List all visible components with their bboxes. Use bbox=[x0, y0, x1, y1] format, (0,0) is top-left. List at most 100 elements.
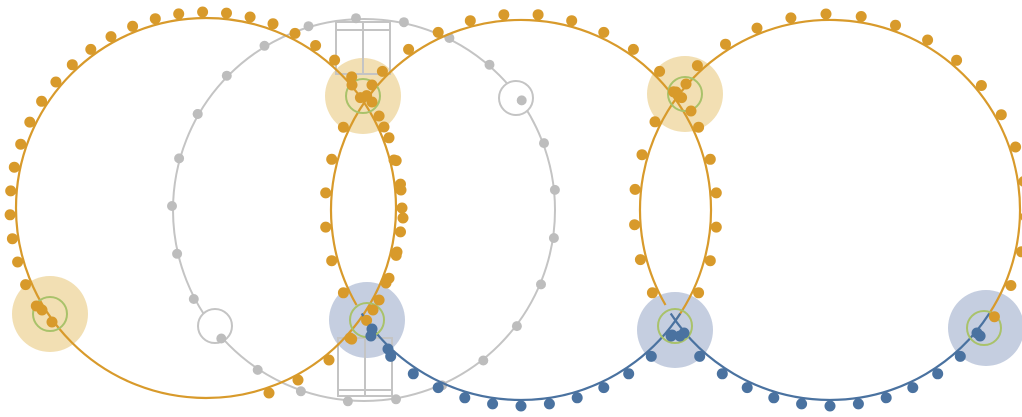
gold-dot bbox=[320, 187, 332, 199]
blue-dot bbox=[954, 350, 966, 362]
gold-dot bbox=[320, 221, 332, 233]
blue-arc-right bbox=[669, 312, 991, 401]
gold-dot bbox=[855, 11, 867, 22]
gray-dot bbox=[536, 279, 546, 290]
gold-dot bbox=[173, 8, 185, 20]
gold-dot bbox=[395, 184, 407, 196]
gold-dot bbox=[629, 183, 641, 195]
gold-dot-cluster bbox=[46, 316, 58, 328]
gold-dot bbox=[337, 121, 349, 133]
blue-dot bbox=[459, 392, 471, 404]
gray-dot bbox=[295, 386, 306, 397]
gold-dot bbox=[373, 294, 385, 306]
gold-dot bbox=[710, 187, 722, 199]
gold-dot bbox=[691, 60, 703, 72]
gray-dot bbox=[259, 40, 270, 51]
blue-halo-right bbox=[637, 292, 713, 368]
gold-dot bbox=[310, 40, 322, 51]
blue-dot bbox=[623, 368, 635, 380]
gray-dot bbox=[516, 95, 527, 106]
gold-dot bbox=[646, 287, 658, 299]
gold-dot bbox=[1016, 246, 1022, 258]
blue-dot bbox=[907, 382, 919, 394]
blue-dot bbox=[824, 400, 836, 412]
gold-dot bbox=[361, 314, 373, 326]
blue-dot bbox=[571, 392, 583, 404]
gold-dot bbox=[85, 43, 97, 55]
gray-dot bbox=[221, 70, 232, 81]
gold-dot bbox=[396, 202, 408, 214]
gold-dot bbox=[720, 38, 731, 50]
gold-dot bbox=[654, 65, 666, 77]
blue-arc-center bbox=[360, 312, 682, 401]
gold-dot bbox=[704, 255, 716, 267]
gold-dot bbox=[373, 110, 385, 122]
gray-dot bbox=[478, 355, 489, 366]
gold-dot bbox=[395, 226, 406, 238]
blue-dot bbox=[432, 382, 444, 394]
gold-dot bbox=[391, 246, 403, 258]
gray-ring-lower-left bbox=[197, 308, 233, 344]
gold-dot bbox=[432, 26, 444, 38]
gold-dot bbox=[6, 233, 18, 245]
gold-dot bbox=[704, 153, 716, 165]
blue-dot bbox=[543, 398, 555, 410]
gold-dot bbox=[12, 256, 24, 268]
gold-dot bbox=[693, 121, 705, 133]
gray-dot bbox=[398, 17, 409, 28]
gray-dot bbox=[174, 153, 185, 164]
gold-dot bbox=[344, 332, 356, 344]
gold-dot bbox=[988, 311, 1000, 323]
gold-dot bbox=[710, 221, 722, 233]
gold-dot bbox=[197, 6, 209, 18]
gold-dot bbox=[388, 154, 400, 166]
gold-dot bbox=[383, 132, 395, 144]
gold-dot bbox=[354, 92, 366, 104]
blue-dot bbox=[796, 398, 808, 410]
gray-dot bbox=[549, 184, 560, 195]
blue-dot bbox=[407, 368, 419, 380]
blue-dot bbox=[515, 400, 527, 412]
blue-halo-far-right bbox=[948, 290, 1022, 366]
gold-arc-right bbox=[638, 18, 1022, 315]
gold-dot bbox=[4, 209, 16, 221]
blue-dot bbox=[741, 382, 753, 394]
gold-dot bbox=[890, 19, 901, 31]
green-ring bbox=[657, 308, 693, 344]
gold-dot bbox=[397, 212, 409, 224]
gold-dot bbox=[693, 287, 705, 299]
gold-dot bbox=[263, 387, 275, 399]
blue-dot bbox=[487, 398, 499, 410]
gold-dot bbox=[337, 287, 349, 299]
blue-dot-cluster bbox=[678, 327, 690, 339]
blue-dot bbox=[716, 368, 728, 380]
gold-dot bbox=[498, 9, 510, 21]
gold-dot bbox=[627, 43, 639, 55]
gold-dot bbox=[951, 54, 963, 66]
gold-arc-center bbox=[329, 18, 713, 320]
gold-dot bbox=[1018, 176, 1022, 187]
gray-dot bbox=[303, 21, 314, 32]
gray-dot bbox=[342, 396, 353, 407]
gold-dot-cluster bbox=[366, 96, 378, 108]
gold-dot bbox=[292, 374, 304, 386]
gold-dot bbox=[1010, 141, 1022, 153]
gold-dot bbox=[326, 255, 338, 267]
gold-dot bbox=[634, 254, 646, 266]
gray-dot bbox=[252, 364, 263, 375]
gold-dot bbox=[15, 138, 27, 150]
gold-dot-cluster bbox=[680, 78, 692, 90]
gold-dot bbox=[323, 354, 335, 366]
gray-dot bbox=[484, 59, 495, 70]
gold-dot bbox=[50, 76, 62, 88]
gold-dot bbox=[24, 116, 36, 128]
gold-dot bbox=[267, 18, 279, 30]
green-ring bbox=[667, 76, 703, 112]
gold-dot bbox=[66, 59, 78, 71]
gold-dot bbox=[629, 219, 641, 231]
blue-dot-cluster bbox=[382, 343, 394, 355]
blue-dot bbox=[852, 398, 864, 410]
green-ring bbox=[345, 78, 381, 114]
gold-halo-left bbox=[12, 276, 88, 352]
